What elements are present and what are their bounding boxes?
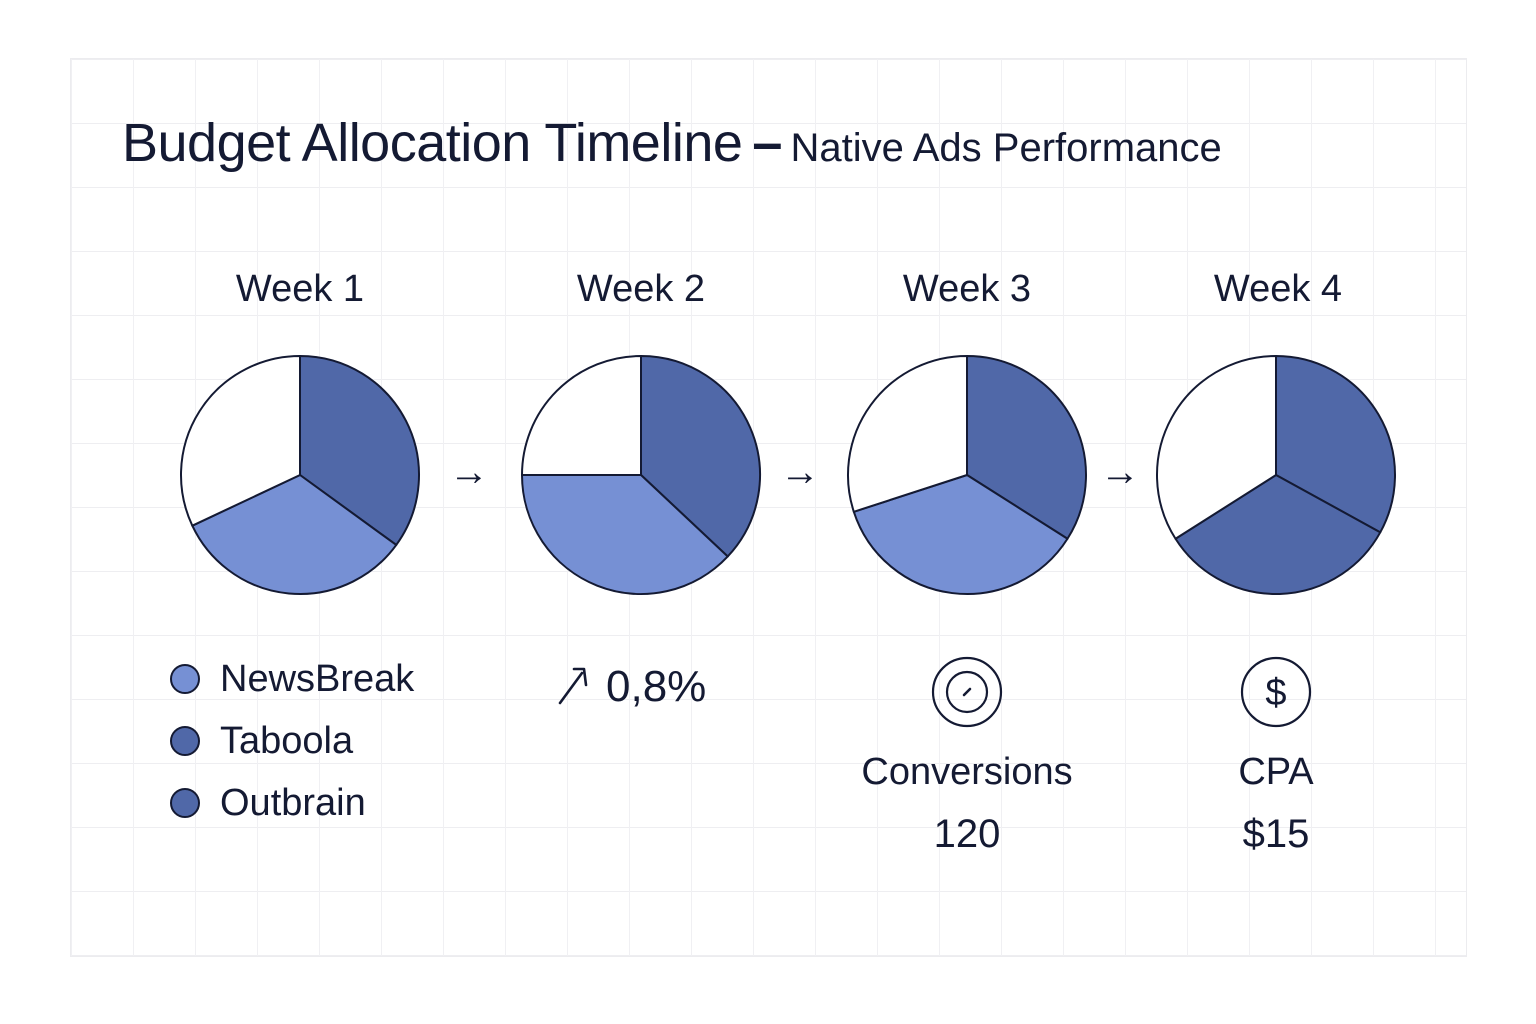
pie-week-1 <box>179 354 421 596</box>
legend-item-outbrain: Outbrain <box>170 772 414 834</box>
title-main: Budget Allocation Timeline <box>122 113 743 173</box>
pie-slice-unassigned <box>847 355 968 513</box>
conversions-metric: Conversions 120 <box>837 656 1097 857</box>
pie-slice-newsbreak <box>852 474 1069 595</box>
pie-week-4 <box>1155 354 1397 596</box>
pie-slice-taboola <box>299 355 420 546</box>
legend-swatch-outbrain <box>170 788 200 818</box>
pie-slice-taboola <box>1275 355 1396 534</box>
arrow-right-icon: → <box>1100 450 1140 494</box>
pie-slice-outbrain <box>1174 474 1382 595</box>
week-4-label: Week 4 <box>1213 268 1343 310</box>
pie-slice-newsbreak <box>521 474 729 595</box>
legend-swatch-newsbreak <box>170 664 200 694</box>
chart-title: Budget Allocation Timeline – Native Ads Pe… <box>122 112 1442 182</box>
week-3-label: Week 3 <box>902 268 1032 310</box>
cpa-value: $15 <box>1242 812 1310 856</box>
cpa-label: CPA <box>1238 751 1314 793</box>
dollar-icon: $ <box>1146 656 1406 733</box>
legend-item-taboola: Taboola <box>170 710 414 772</box>
pie-week-3 <box>846 354 1088 596</box>
pie-slice-unassigned <box>1156 355 1277 540</box>
trend-up-icon <box>556 665 592 710</box>
svg-text:$: $ <box>1265 672 1286 714</box>
legend-swatch-taboola <box>170 726 200 756</box>
cpa-metric: $ CPA $15 <box>1146 656 1406 857</box>
pie-week-2 <box>520 354 762 596</box>
conversions-value: 120 <box>933 812 1001 856</box>
pie-slice-unassigned <box>521 355 642 476</box>
title-subtitle: Native Ads Performance <box>790 126 1222 170</box>
title-separator: – <box>752 113 783 173</box>
pie-slice-unassigned <box>180 355 301 527</box>
arrow-right-icon: → <box>780 450 820 494</box>
ctr-value: 0,8% <box>606 662 707 711</box>
legend-label: Taboola <box>220 719 354 762</box>
pie-slice-taboola <box>640 355 761 558</box>
legend-item-newsbreak: NewsBreak <box>170 648 414 710</box>
ctr-metric: 0,8% <box>556 662 706 712</box>
pie-slice-newsbreak <box>191 474 398 595</box>
legend-label: Outbrain <box>220 781 366 824</box>
conversions-label: Conversions <box>861 751 1073 793</box>
target-icon <box>837 656 1097 733</box>
legend-label: NewsBreak <box>220 657 415 700</box>
week-1-label: Week 1 <box>235 268 365 310</box>
legend: NewsBreak Taboola Outbrain <box>170 648 414 834</box>
arrow-right-icon: → <box>449 450 489 494</box>
week-2-label: Week 2 <box>576 268 706 310</box>
